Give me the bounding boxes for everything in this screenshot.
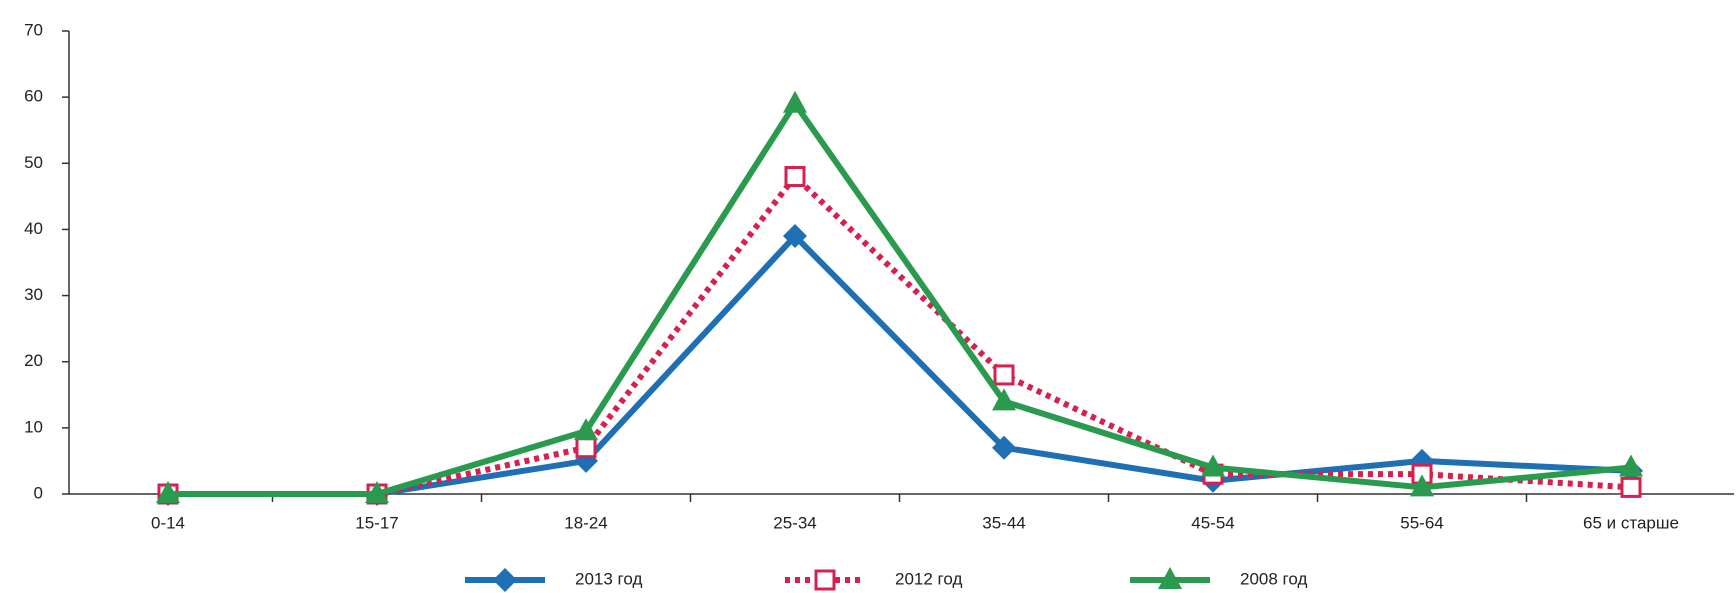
series-line [168, 173, 1632, 497]
y-tick-label: 70 [24, 20, 43, 39]
point [784, 166, 806, 188]
point [574, 418, 598, 441]
series-line [168, 100, 1632, 497]
point [1201, 454, 1225, 477]
legend-marker [1158, 567, 1182, 589]
x-tick-label: 25-34 [773, 513, 816, 532]
point [365, 481, 389, 503]
y-tick-label: 10 [24, 417, 43, 436]
y-tick-label: 20 [24, 351, 43, 370]
y-tick-label: 30 [24, 285, 43, 304]
x-tick-label: 0-14 [151, 513, 185, 532]
x-tick-label: 15-17 [355, 513, 398, 532]
x-tick-label: 55-64 [1400, 513, 1443, 532]
point [1410, 474, 1434, 497]
x-tick-label: 65 и старше [1583, 513, 1679, 532]
point [783, 224, 807, 249]
legend-label: 2012 год [895, 569, 962, 588]
x-tick-label: 18-24 [564, 513, 607, 532]
legend-marker [493, 568, 517, 592]
x-tick-label: 35-44 [982, 513, 1025, 532]
legend-label: 2008 год [1240, 569, 1307, 588]
point [1619, 454, 1643, 477]
y-tick-label: 0 [34, 483, 43, 502]
legend-label: 2013 год [575, 569, 642, 588]
point [992, 435, 1016, 460]
series-line [168, 233, 1632, 497]
legend-marker [814, 569, 836, 591]
y-tick-label: 60 [24, 87, 43, 106]
y-tick-label: 50 [24, 153, 43, 172]
point [575, 437, 597, 459]
point [993, 364, 1015, 386]
point [783, 90, 807, 113]
x-tick-label: 45-54 [1191, 513, 1234, 532]
point [992, 388, 1016, 411]
y-tick-label: 40 [24, 219, 43, 238]
point [156, 481, 180, 503]
point [1620, 476, 1642, 498]
